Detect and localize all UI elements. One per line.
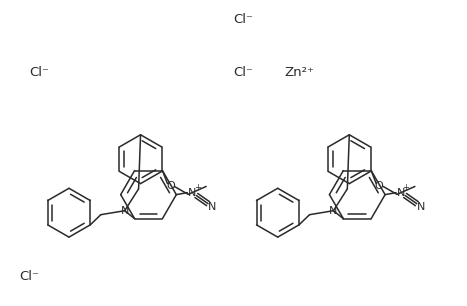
Text: O: O [166, 181, 175, 192]
Text: Cl⁻: Cl⁻ [19, 271, 39, 283]
Text: N: N [397, 188, 405, 198]
Text: +: + [403, 183, 410, 192]
Text: Cl⁻: Cl⁻ [29, 66, 49, 79]
Text: Zn²⁺: Zn²⁺ [285, 66, 315, 79]
Text: N: N [417, 202, 425, 211]
Text: N: N [120, 206, 129, 216]
Text: N: N [188, 188, 197, 198]
Text: O: O [375, 181, 383, 192]
Text: N: N [329, 206, 338, 216]
Text: Cl⁻: Cl⁻ [233, 66, 253, 79]
Text: Cl⁻: Cl⁻ [233, 13, 253, 26]
Text: +: + [194, 183, 201, 192]
Text: N: N [208, 202, 216, 211]
